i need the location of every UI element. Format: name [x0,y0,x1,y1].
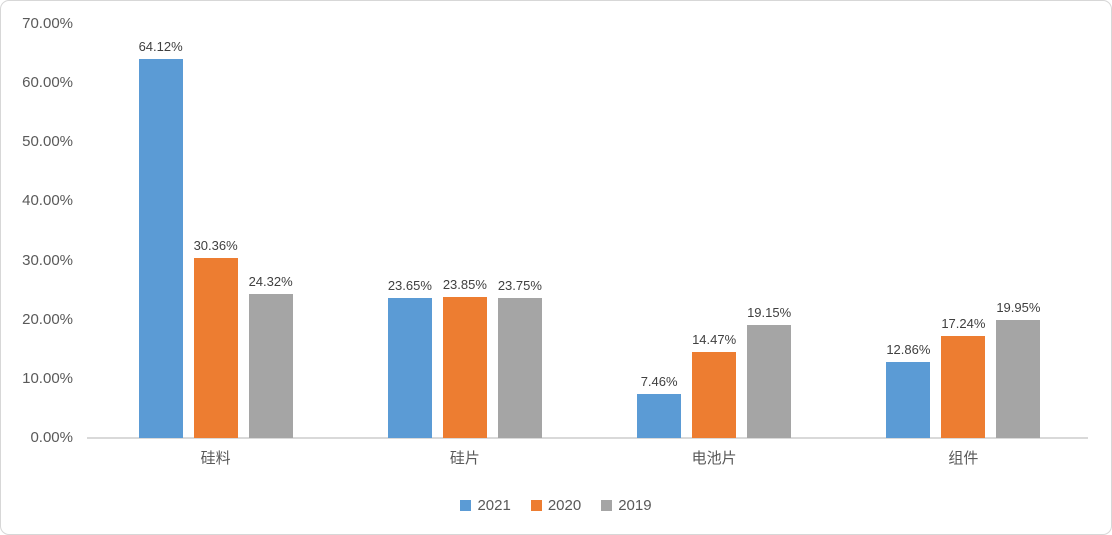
bar-value-label: 14.47% [692,332,737,348]
y-tick-label: 60.00% [22,74,73,92]
legend-label: 2020 [547,497,582,514]
category-label: 电池片 [691,450,737,467]
bar-value-label: 23.85% [442,276,487,292]
bar-2020 [692,352,737,438]
y-tick-label: 70.00% [22,15,73,32]
bar-value-label: 23.65% [387,278,432,294]
category-label: 硅片 [449,450,480,467]
legend-swatch [460,500,472,511]
bar-2021 [637,393,682,438]
y-tick-label: 10.00% [22,369,73,387]
bar-value-label: 12.86% [886,341,931,357]
bar-value-label: 30.36% [193,238,238,254]
bar-2019 [248,294,293,438]
y-tick-label: 50.00% [22,133,73,151]
bar-2021 [138,58,183,438]
bar-2019 [747,324,792,438]
bar-value-label: 17.24% [941,316,986,332]
bar-value-label: 64.12% [138,38,183,54]
y-tick-label: 0.00% [30,429,73,446]
bar-2019 [996,320,1041,438]
bar-2021 [387,298,432,438]
bar-2020 [442,296,487,438]
bar-value-label: 24.32% [248,274,293,290]
bar-2020 [941,336,986,438]
y-tick-label: 40.00% [22,192,73,210]
legend-item-2020: 2020 [530,497,582,514]
y-tick-label: 30.00% [22,251,73,269]
bar-2019 [497,297,542,438]
bar-value-label: 23.75% [497,277,542,293]
legend-item-2019: 2019 [601,497,652,514]
bar-value-label: 19.95% [996,300,1041,316]
x-axis-line [87,437,1088,439]
bar-2020 [193,258,238,438]
legend-swatch [530,500,542,511]
bar-2021 [886,361,931,438]
category-label: 组件 [948,450,979,467]
y-tick-label: 20.00% [22,310,73,328]
category-label: 硅料 [200,450,231,467]
legend-label: 2021 [477,497,511,514]
legend: 2021 2020 2019 [1,497,1111,514]
bar-value-label: 7.46% [640,373,678,389]
bar-value-label: 19.15% [747,304,792,320]
legend-label: 2019 [618,497,652,514]
legend-swatch [601,500,613,511]
legend-item-2021: 2021 [460,497,511,514]
